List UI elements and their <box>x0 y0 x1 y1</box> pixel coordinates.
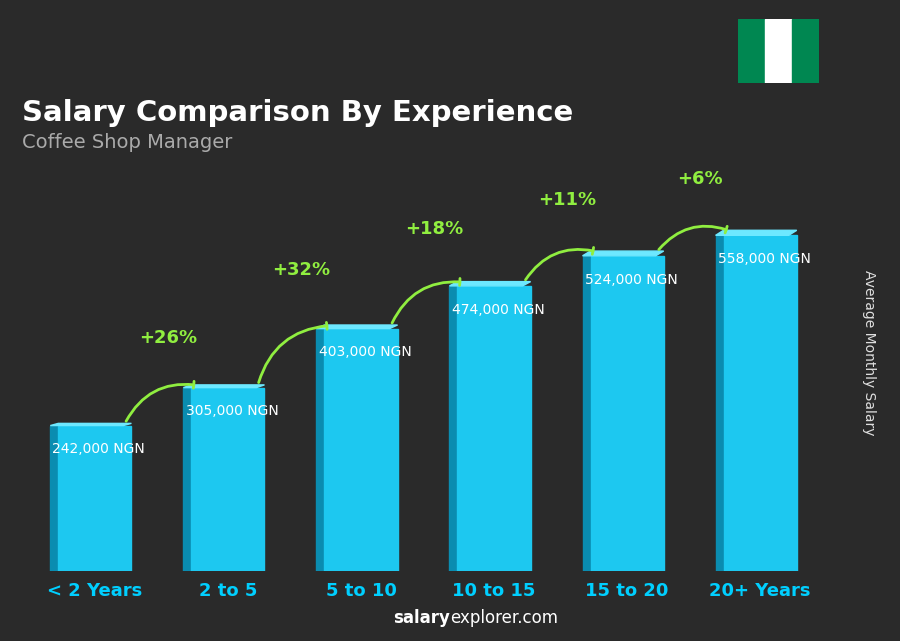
Polygon shape <box>449 281 531 286</box>
Text: Salary Comparison By Experience: Salary Comparison By Experience <box>22 99 573 127</box>
Bar <box>716 235 724 571</box>
Text: +32%: +32% <box>272 261 330 279</box>
Text: 474,000 NGN: 474,000 NGN <box>452 303 544 317</box>
Text: Coffee Shop Manager: Coffee Shop Manager <box>22 133 232 152</box>
Bar <box>724 235 796 571</box>
Text: 305,000 NGN: 305,000 NGN <box>185 404 278 419</box>
Text: +18%: +18% <box>405 220 464 238</box>
Text: 558,000 NGN: 558,000 NGN <box>717 252 811 266</box>
Text: salary: salary <box>393 609 450 627</box>
Bar <box>590 256 663 571</box>
Polygon shape <box>184 385 265 388</box>
Bar <box>324 329 398 571</box>
Bar <box>58 426 131 571</box>
Bar <box>449 286 457 571</box>
Text: +11%: +11% <box>538 191 597 209</box>
Text: 403,000 NGN: 403,000 NGN <box>319 345 411 360</box>
Bar <box>792 19 819 83</box>
Bar <box>457 286 531 571</box>
Bar <box>765 19 792 83</box>
Bar <box>317 329 324 571</box>
Text: Average Monthly Salary: Average Monthly Salary <box>861 270 876 435</box>
Bar <box>184 388 192 571</box>
Text: +6%: +6% <box>678 171 723 188</box>
Bar <box>192 388 265 571</box>
Text: 524,000 NGN: 524,000 NGN <box>585 272 678 287</box>
Text: +26%: +26% <box>139 329 197 347</box>
Bar <box>50 426 58 571</box>
Polygon shape <box>50 423 131 426</box>
Text: 242,000 NGN: 242,000 NGN <box>52 442 145 456</box>
Bar <box>738 19 765 83</box>
Polygon shape <box>716 230 796 235</box>
Text: explorer.com: explorer.com <box>450 609 558 627</box>
Bar <box>582 256 590 571</box>
Polygon shape <box>317 325 398 329</box>
Polygon shape <box>582 251 663 256</box>
